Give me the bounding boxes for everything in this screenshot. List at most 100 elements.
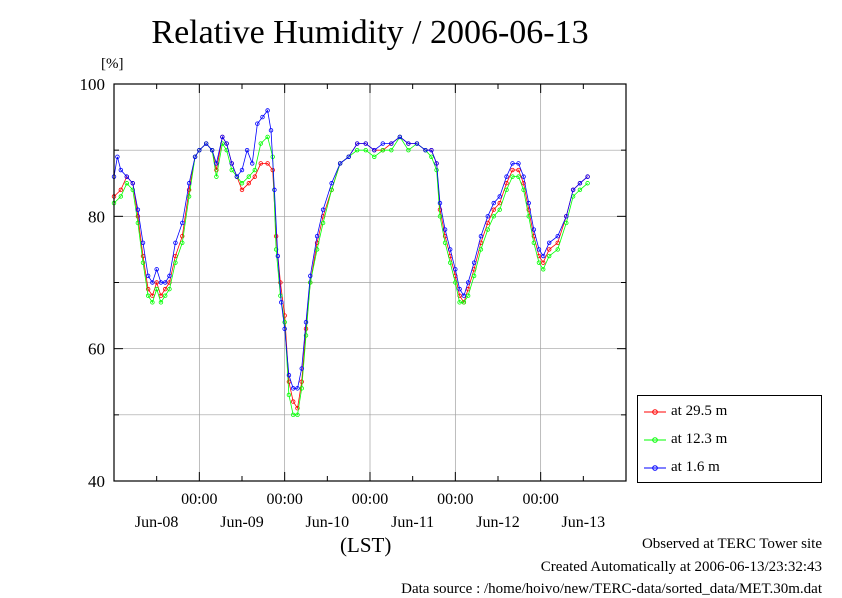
data-point [465, 293, 471, 298]
data-point [541, 267, 546, 272]
data-point [521, 174, 526, 179]
data-point [363, 141, 368, 146]
x-day-label: Jun-08 [135, 514, 179, 531]
data-point [273, 247, 279, 252]
data-point [239, 187, 245, 193]
data-point [203, 141, 209, 146]
data-point [291, 412, 296, 418]
data-point [337, 161, 343, 166]
data-point [577, 187, 583, 193]
data-point [570, 187, 576, 193]
data-point [465, 280, 471, 285]
data-point [526, 200, 531, 206]
x-day-label: Jun-09 [220, 514, 264, 531]
data-point [124, 174, 129, 179]
data-point [497, 194, 502, 199]
source-note: Data source : /home/hoivo/new/TERC-data/… [401, 581, 822, 597]
data-point [389, 141, 394, 146]
data-point [585, 181, 590, 186]
data-point [272, 187, 277, 193]
data-point [167, 286, 172, 292]
data-point [541, 260, 546, 265]
data-point [246, 181, 252, 186]
data-point [299, 366, 304, 371]
data-point [555, 247, 560, 252]
series-line [113, 109, 588, 389]
data-point [214, 174, 219, 179]
data-point [372, 147, 377, 153]
data-point [320, 220, 326, 226]
data-point [497, 200, 502, 206]
data-point [406, 141, 411, 146]
x-tick-label: 00:00 [437, 491, 473, 508]
y-tick-label: 60 [88, 340, 105, 359]
data-point [239, 181, 245, 186]
data-point [308, 280, 313, 285]
x-day-label: Jun-11 [391, 514, 434, 531]
data-point [295, 386, 300, 391]
data-point [145, 293, 151, 298]
series-2 [111, 108, 590, 391]
x-day-label: Jun-10 [306, 514, 350, 531]
data-point [158, 280, 164, 285]
data-point [485, 220, 490, 226]
y-tick-label: 40 [88, 472, 105, 491]
data-point [258, 161, 263, 166]
series-layer [111, 108, 590, 418]
data-point [265, 161, 270, 166]
data-point [314, 247, 320, 252]
data-point [197, 147, 202, 153]
data-point [521, 187, 526, 193]
data-point [355, 147, 360, 153]
data-point [180, 233, 185, 239]
legend-item-12-3: at 12.3 m [638, 430, 821, 450]
data-point [154, 280, 159, 285]
data-point [547, 240, 552, 245]
data-point [453, 280, 458, 285]
data-point [214, 161, 219, 166]
data-point [303, 333, 309, 338]
data-point [180, 240, 185, 245]
series-line [113, 135, 588, 410]
data-point [461, 300, 467, 305]
data-point [457, 286, 462, 292]
data-point [471, 260, 477, 265]
data-point [180, 220, 185, 226]
data-point [158, 300, 164, 305]
data-point [162, 280, 168, 285]
data-point [220, 134, 225, 140]
data-point [229, 167, 234, 173]
legend-item-29-5: at 29.5 m [638, 402, 821, 422]
data-point [135, 214, 141, 219]
data-point [214, 167, 219, 173]
data-point [295, 412, 300, 418]
data-point [536, 247, 542, 252]
data-point [173, 240, 178, 245]
data-point [234, 174, 240, 179]
x-tick-label: 00:00 [266, 491, 302, 508]
legend-label-12-3: at 12.3 m [671, 431, 728, 447]
y-tick-label: 80 [88, 207, 105, 226]
data-point [448, 247, 453, 252]
data-point [244, 147, 250, 153]
data-point [346, 154, 351, 159]
data-point [485, 214, 490, 219]
data-point [491, 200, 496, 206]
data-point [252, 174, 257, 179]
data-point [406, 147, 411, 153]
data-point [154, 267, 159, 272]
data-point [268, 128, 274, 133]
data-point [448, 260, 453, 265]
data-point [118, 194, 124, 199]
data-point [380, 147, 385, 153]
data-point [504, 187, 509, 193]
grid-lines [114, 84, 626, 481]
data-point [124, 181, 129, 186]
data-point [150, 300, 155, 305]
data-point [239, 167, 245, 173]
data-point [154, 286, 159, 292]
data-point [429, 147, 434, 153]
data-point [429, 154, 434, 159]
data-point [536, 260, 542, 265]
